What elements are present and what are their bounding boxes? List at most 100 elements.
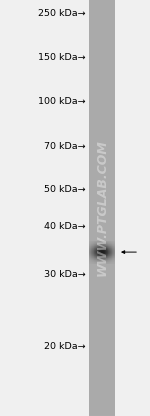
- Bar: [89, 414, 115, 416]
- Bar: [89, 414, 115, 416]
- Bar: [89, 414, 115, 415]
- Bar: [89, 414, 115, 415]
- Bar: [89, 415, 115, 416]
- Bar: [89, 414, 115, 415]
- Bar: [89, 414, 115, 415]
- Bar: [89, 414, 115, 416]
- Bar: [89, 414, 115, 415]
- Bar: [89, 414, 115, 415]
- Bar: [89, 414, 115, 416]
- Bar: [89, 414, 115, 415]
- Bar: [89, 414, 115, 415]
- Bar: [89, 414, 115, 415]
- Bar: [89, 414, 115, 415]
- Bar: [89, 413, 115, 415]
- Bar: [89, 414, 115, 415]
- Bar: [89, 414, 115, 415]
- Bar: [89, 413, 115, 415]
- Bar: [89, 415, 115, 416]
- Bar: [89, 413, 115, 415]
- Bar: [89, 415, 115, 416]
- Bar: [89, 414, 115, 416]
- Text: 150 kDa→: 150 kDa→: [38, 53, 86, 62]
- Bar: [89, 414, 115, 416]
- Bar: [89, 414, 115, 415]
- Bar: [89, 414, 115, 416]
- Bar: [89, 414, 115, 415]
- Bar: [89, 414, 115, 415]
- Bar: [89, 414, 115, 415]
- Bar: [89, 414, 115, 415]
- Bar: [89, 414, 115, 416]
- Bar: [89, 414, 115, 415]
- Bar: [89, 414, 115, 416]
- Bar: [89, 414, 115, 416]
- Bar: [89, 414, 115, 416]
- Bar: [89, 414, 115, 415]
- Bar: [89, 414, 115, 416]
- Bar: [89, 415, 115, 416]
- Bar: [89, 414, 115, 415]
- Bar: [89, 414, 115, 416]
- Bar: [89, 414, 115, 416]
- Bar: [89, 414, 115, 415]
- Bar: [89, 414, 115, 416]
- Bar: [89, 414, 115, 415]
- Bar: [89, 414, 115, 416]
- Bar: [89, 414, 115, 416]
- Bar: [89, 414, 115, 416]
- Bar: [89, 414, 115, 415]
- Bar: [89, 414, 115, 416]
- Bar: [89, 414, 115, 415]
- Bar: [89, 413, 115, 415]
- Bar: [89, 414, 115, 415]
- Bar: [89, 414, 115, 415]
- Bar: [89, 414, 115, 416]
- Bar: [89, 414, 115, 416]
- Bar: [89, 415, 115, 416]
- Bar: [89, 415, 115, 416]
- Bar: [89, 415, 115, 416]
- Bar: [89, 414, 115, 415]
- Bar: [89, 414, 115, 416]
- Bar: [89, 414, 115, 415]
- Bar: [89, 414, 115, 415]
- Bar: [89, 414, 115, 415]
- Bar: [89, 414, 115, 415]
- Bar: [89, 414, 115, 415]
- Bar: [89, 414, 115, 416]
- Bar: [89, 414, 115, 416]
- Bar: [89, 414, 115, 415]
- Bar: [89, 414, 115, 415]
- Bar: [89, 414, 115, 415]
- Bar: [89, 415, 115, 416]
- Bar: [89, 414, 115, 416]
- Bar: [89, 414, 115, 416]
- Bar: [89, 414, 115, 416]
- Bar: [89, 414, 115, 415]
- Bar: [89, 414, 115, 415]
- Bar: [89, 414, 115, 416]
- Bar: [89, 414, 115, 415]
- Text: 40 kDa→: 40 kDa→: [44, 222, 86, 231]
- Bar: [89, 414, 115, 416]
- Bar: [89, 414, 115, 415]
- Bar: [89, 414, 115, 415]
- Bar: [89, 414, 115, 416]
- Bar: [89, 414, 115, 416]
- Bar: [89, 414, 115, 415]
- Bar: [89, 414, 115, 416]
- Bar: [89, 414, 115, 416]
- Bar: [89, 414, 115, 416]
- Bar: [89, 414, 115, 416]
- Bar: [89, 414, 115, 415]
- Bar: [89, 414, 115, 416]
- Bar: [89, 414, 115, 416]
- Bar: [89, 414, 115, 415]
- Bar: [89, 414, 115, 415]
- Bar: [89, 414, 115, 415]
- Bar: [89, 414, 115, 416]
- Bar: [89, 414, 115, 416]
- Bar: [89, 414, 115, 416]
- Bar: [89, 414, 115, 416]
